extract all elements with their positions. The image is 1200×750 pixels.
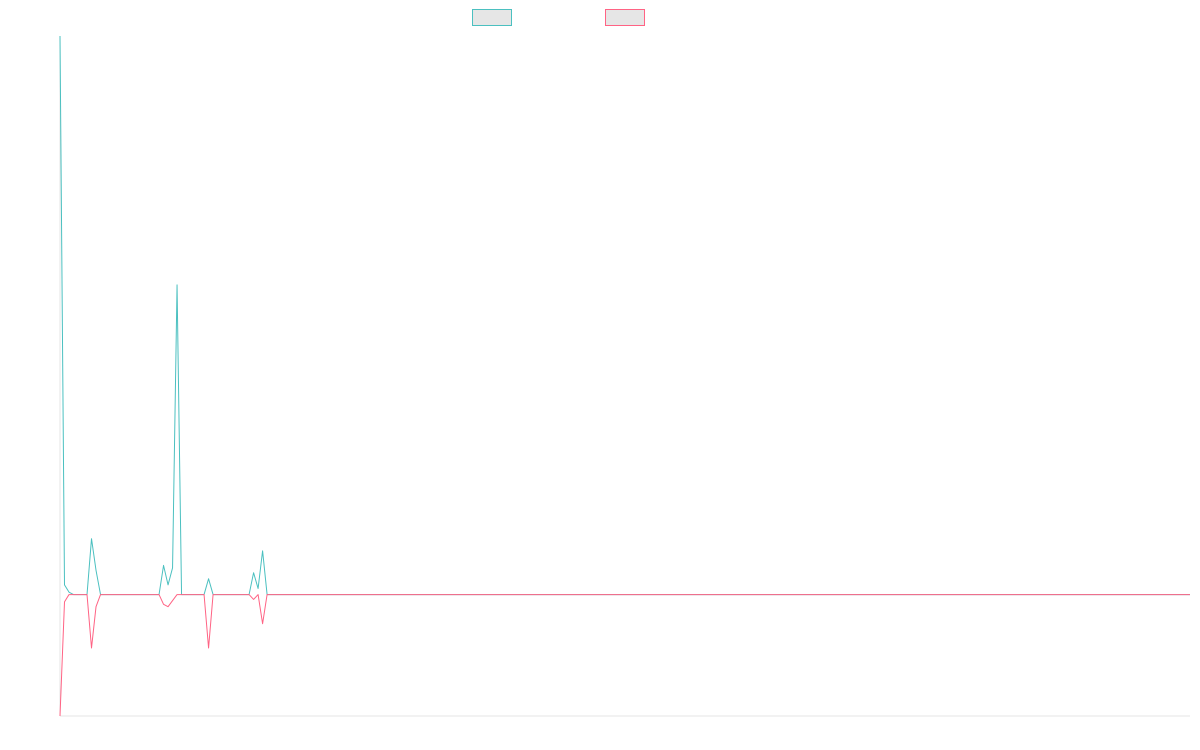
legend [472, 9, 645, 26]
legend-swatch-1[interactable] [472, 9, 512, 26]
series-line-2 [59, 594, 1190, 717]
series-line-1 [59, 35, 1190, 596]
legend-swatch-2[interactable] [605, 9, 645, 26]
axes [59, 36, 1190, 717]
series-layer [59, 35, 1190, 717]
